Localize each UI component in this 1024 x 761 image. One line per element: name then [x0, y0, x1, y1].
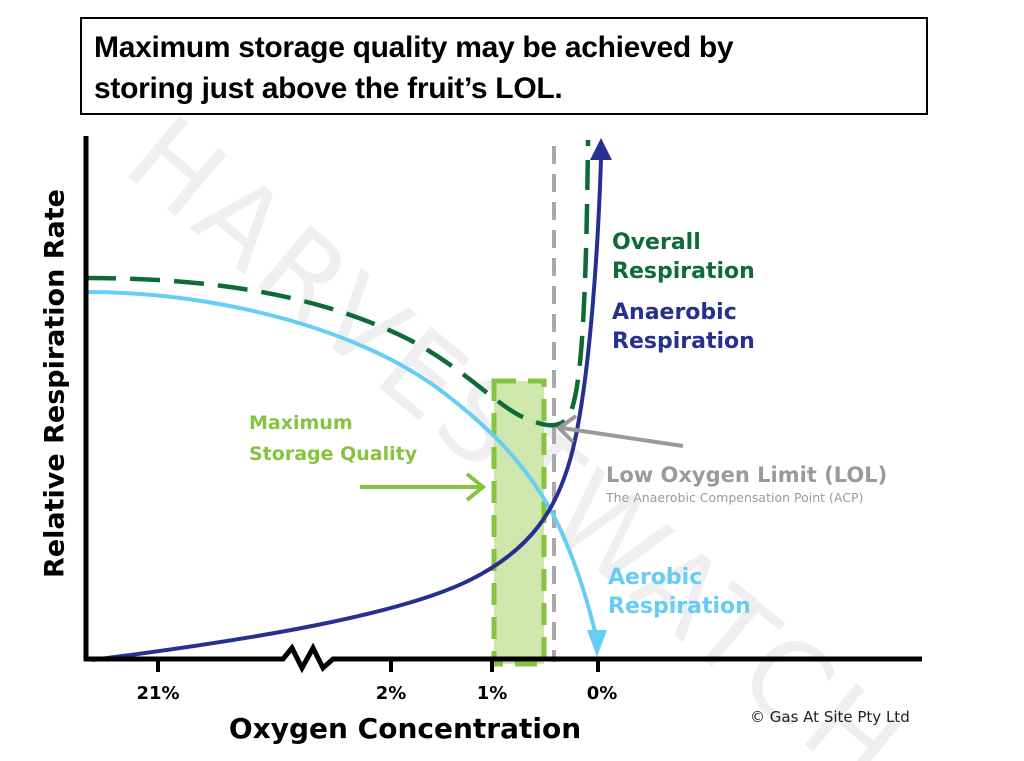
aerobic-arrowhead: [587, 630, 607, 657]
chart-title: Maximum storage quality may be achieved …: [94, 27, 914, 109]
copyright: © Gas At Site Pty Ltd: [750, 708, 910, 726]
max-storage-quality-zone: [491, 378, 547, 667]
anaerobic-curve: [91, 159, 603, 662]
aerobic-curve: [85, 290, 599, 641]
anaerobic-respiration-label: Anaerobic Respiration: [612, 300, 755, 354]
x-tick-2: 2%: [375, 683, 407, 704]
msq-arrowhead: [465, 472, 487, 502]
y-axis-label: Relative Respiration Rate: [39, 189, 71, 578]
lol-arrowhead: [555, 414, 578, 444]
lol-title: Low Oxygen Limit (LOL): [606, 463, 888, 487]
x-tick-0: 0%: [586, 683, 618, 704]
overall-respiration-label: Overall Respiration: [612, 230, 755, 284]
x-axis: [84, 642, 922, 674]
max-storage-quality-label: Maximum Storage Quality: [249, 412, 418, 465]
x-axis-label: Oxygen Concentration: [228, 712, 582, 745]
title-box: Maximum storage quality may be achieved …: [80, 17, 928, 115]
x-tick-1: 1%: [476, 683, 508, 704]
overall-curve: [85, 139, 591, 428]
aerobic-respiration-label: Aerobic Respiration: [608, 565, 751, 619]
title-line-2: storing just above the fruit’s LOL.: [94, 72, 563, 105]
x-tick-21: 21%: [136, 683, 180, 704]
x-ticks: [156, 659, 600, 672]
lol-arrow: [561, 426, 684, 448]
anaerobic-arrowhead: [590, 138, 612, 160]
lol-subtitle: The Anaerobic Compensation Point (ACP): [606, 490, 864, 505]
title-line-1: Maximum storage quality may be achieved …: [94, 31, 734, 64]
